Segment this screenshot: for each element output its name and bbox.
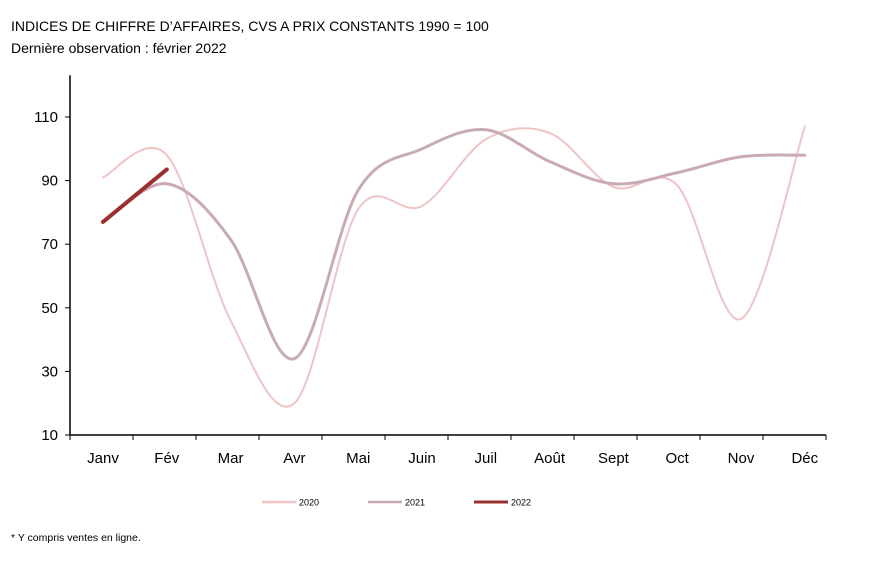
x-tick-label: Déc <box>791 450 818 467</box>
x-tick-label: Août <box>534 450 566 467</box>
x-tick-label: Juin <box>408 450 436 467</box>
x-tick-label: Juil <box>475 450 498 467</box>
x-tick-label: Sept <box>598 450 630 467</box>
x-tick-label: Avr <box>283 450 305 467</box>
y-tick-label: 90 <box>41 173 58 190</box>
x-tick-label: Mai <box>346 450 370 467</box>
legend-label-2020: 2020 <box>299 498 319 508</box>
x-tick-label: Oct <box>666 450 690 467</box>
legend-label-2022: 2022 <box>511 498 531 508</box>
series-line-2022 <box>101 167 169 224</box>
footnote: * Y compris ventes en ligne. <box>11 532 141 544</box>
x-tick-label: Mar <box>218 450 244 467</box>
y-tick-label: 50 <box>41 300 58 317</box>
x-tick-label: Nov <box>728 450 755 467</box>
chart-subtitle: Dernière observation : février 2022 <box>11 40 227 56</box>
series-line-2021 <box>101 127 807 361</box>
legend-label-2021: 2021 <box>405 498 425 508</box>
x-tick-label: Janv <box>87 450 119 467</box>
y-tick-label: 10 <box>41 427 58 444</box>
y-tick-label: 70 <box>41 236 58 253</box>
x-tick-label: Fév <box>154 450 180 467</box>
chart-title: INDICES DE CHIFFRE D’AFFAIRES, CVS A PRI… <box>11 18 489 34</box>
series-line-2020 <box>102 125 806 408</box>
y-tick-label: 30 <box>41 363 58 380</box>
y-tick-label: 110 <box>34 109 58 126</box>
